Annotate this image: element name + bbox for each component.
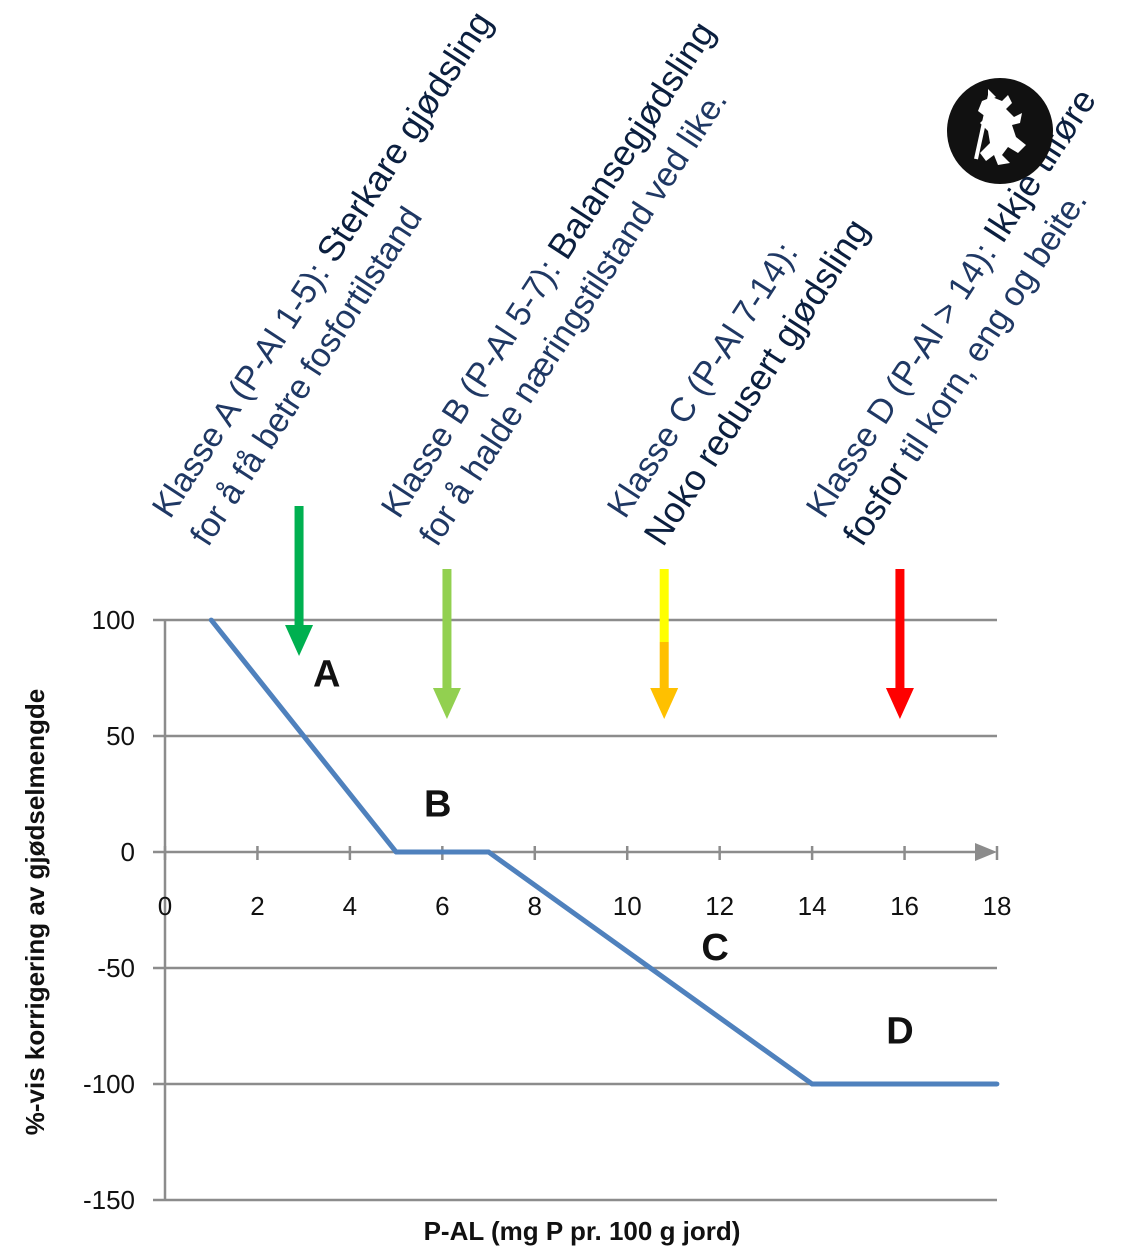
class-annotations: Klasse A (P-Al 1-5): Sterkare gjødslingf… <box>145 4 1104 553</box>
y-axis-title: %-vis korrigering av gjødselmengde <box>20 689 50 1135</box>
arrow-class-d <box>885 569 914 719</box>
y-tick-label: 100 <box>92 605 135 635</box>
x-tick-label: 14 <box>798 891 827 921</box>
data-point <box>393 849 399 855</box>
axes <box>153 618 999 1202</box>
arrow-shaft <box>442 569 452 689</box>
arrow-head <box>885 688 914 719</box>
region-label-c: C <box>701 927 728 969</box>
data-point <box>809 1081 815 1087</box>
gridlines <box>165 618 997 1202</box>
ticks: 100 50 0 -50 -100 -150 0 2 4 6 8 10 12 14 16 18 <box>83 605 1012 1215</box>
series <box>208 617 1000 1087</box>
x-tick-label: 4 <box>343 891 357 921</box>
arrow-head <box>650 688 679 719</box>
x-tick-label: 16 <box>890 891 919 921</box>
arrow-class-b <box>432 569 461 719</box>
arrow-shaft-top <box>659 569 669 642</box>
y-tick-label: -50 <box>97 953 135 983</box>
data-point <box>486 849 491 855</box>
arrow-shaft <box>895 569 905 689</box>
arrow-class-a <box>285 506 314 656</box>
lion-emblem-icon <box>947 78 1053 184</box>
arrow-head <box>285 625 314 656</box>
y-tick-label: -150 <box>83 1185 135 1215</box>
data-point <box>208 617 214 623</box>
y-tick-label: 50 <box>106 721 135 751</box>
region-label-d: D <box>886 1011 913 1053</box>
arrow-shaft <box>294 506 304 626</box>
arrow-head <box>432 688 461 719</box>
x-tick-label: 12 <box>705 891 734 921</box>
x-axis-arrowhead <box>975 843 997 861</box>
x-tick-label: 10 <box>613 891 642 921</box>
arrow-shaft <box>659 642 669 689</box>
x-tick-label: 18 <box>983 891 1012 921</box>
region-label-b: B <box>424 783 451 825</box>
region-label-a: A <box>313 653 340 695</box>
y-tick-label: 0 <box>121 837 135 867</box>
y-tick-label: -100 <box>83 1069 135 1099</box>
x-tick-label: 6 <box>435 891 449 921</box>
region-labels: A B C D <box>313 653 914 1052</box>
x-tick-label: 0 <box>158 891 172 921</box>
data-point <box>994 1081 1000 1087</box>
x-tick-label: 8 <box>528 891 542 921</box>
class-arrows <box>285 506 914 719</box>
x-tick-label: 2 <box>250 891 264 921</box>
arrow-class-c <box>650 569 679 719</box>
x-axis-title: P-AL (mg P pr. 100 g jord) <box>424 1216 741 1246</box>
